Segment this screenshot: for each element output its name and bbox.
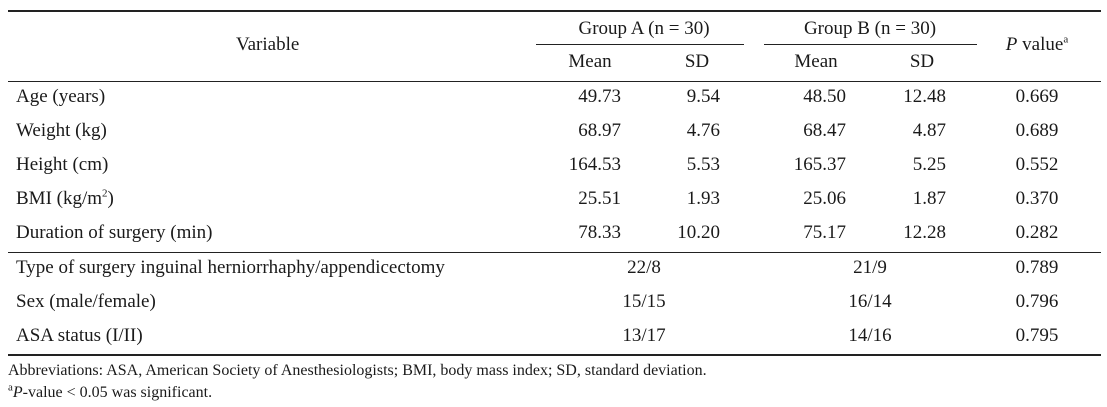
- header-b-mean: Mean: [794, 51, 838, 72]
- p-value: 0.795: [1015, 325, 1059, 346]
- group-a-sd: 9.54: [686, 86, 720, 107]
- row-label: Age (years): [16, 86, 106, 107]
- group-b-sd: 5.25: [912, 154, 946, 175]
- header-rule: [8, 81, 1101, 82]
- group-b-mean: 165.37: [793, 154, 846, 175]
- group-a-sd: 4.76: [686, 120, 720, 141]
- group-a-mean: 164.53: [568, 154, 621, 175]
- header-group-b: Group B (n = 30): [803, 18, 937, 39]
- bottom-rule: [8, 354, 1101, 356]
- header-p-value: P valuea: [1005, 33, 1069, 55]
- row-label: Duration of surgery (min): [16, 222, 213, 243]
- group-b-sd: 1.87: [912, 188, 946, 209]
- group-b-underline: [764, 44, 977, 45]
- group-a-mean: 78.33: [578, 222, 621, 243]
- group-b-mean: 75.17: [803, 222, 846, 243]
- p-value: 0.796: [1015, 291, 1059, 312]
- header-a-sd: SD: [684, 51, 710, 72]
- group-a-count: 22/8: [627, 257, 661, 278]
- group-b-sd: 12.28: [903, 222, 946, 243]
- group-b-sd: 12.48: [903, 86, 946, 107]
- top-rule: [8, 10, 1101, 12]
- section-rule: [8, 252, 1101, 253]
- group-b-sd: 4.87: [912, 120, 946, 141]
- group-a-underline: [536, 44, 744, 45]
- p-value: 0.370: [1015, 188, 1059, 209]
- header-a-mean: Mean: [568, 51, 612, 72]
- group-b-mean: 25.06: [803, 188, 846, 209]
- header-group-a: Group A (n = 30): [578, 18, 710, 39]
- group-b-count: 14/16: [848, 325, 892, 346]
- group-a-mean: 49.73: [578, 86, 621, 107]
- group-b-mean: 68.47: [803, 120, 846, 141]
- header-b-sd: SD: [909, 51, 935, 72]
- row-label: BMI (kg/m2): [16, 187, 114, 209]
- group-b-count: 21/9: [853, 257, 887, 278]
- row-label: Weight (kg): [16, 120, 107, 141]
- group-a-mean: 25.51: [578, 188, 621, 209]
- group-a-sd: 5.53: [686, 154, 720, 175]
- row-label: Height (cm): [16, 154, 109, 175]
- footnote-abbreviations: Abbreviations: ASA, American Society of …: [8, 362, 707, 379]
- p-value: 0.689: [1015, 120, 1059, 141]
- group-a-sd: 1.93: [686, 188, 720, 209]
- group-a-count: 15/15: [622, 291, 666, 312]
- group-a-count: 13/17: [622, 325, 666, 346]
- p-value: 0.552: [1015, 154, 1059, 175]
- footnote-significance: aP-value < 0.05 was significant.: [8, 381, 213, 401]
- group-a-sd: 10.20: [677, 222, 720, 243]
- row-label: Sex (male/female): [16, 291, 156, 312]
- row-label: ASA status (I/II): [16, 325, 143, 346]
- p-value: 0.282: [1015, 222, 1059, 243]
- p-value: 0.669: [1015, 86, 1059, 107]
- header-variable: Variable: [236, 34, 300, 55]
- group-a-mean: 68.97: [578, 120, 621, 141]
- group-b-mean: 48.50: [803, 86, 846, 107]
- row-label: Type of surgery inguinal herniorrhaphy/a…: [16, 257, 445, 278]
- group-b-count: 16/14: [848, 291, 892, 312]
- p-value: 0.789: [1015, 257, 1059, 278]
